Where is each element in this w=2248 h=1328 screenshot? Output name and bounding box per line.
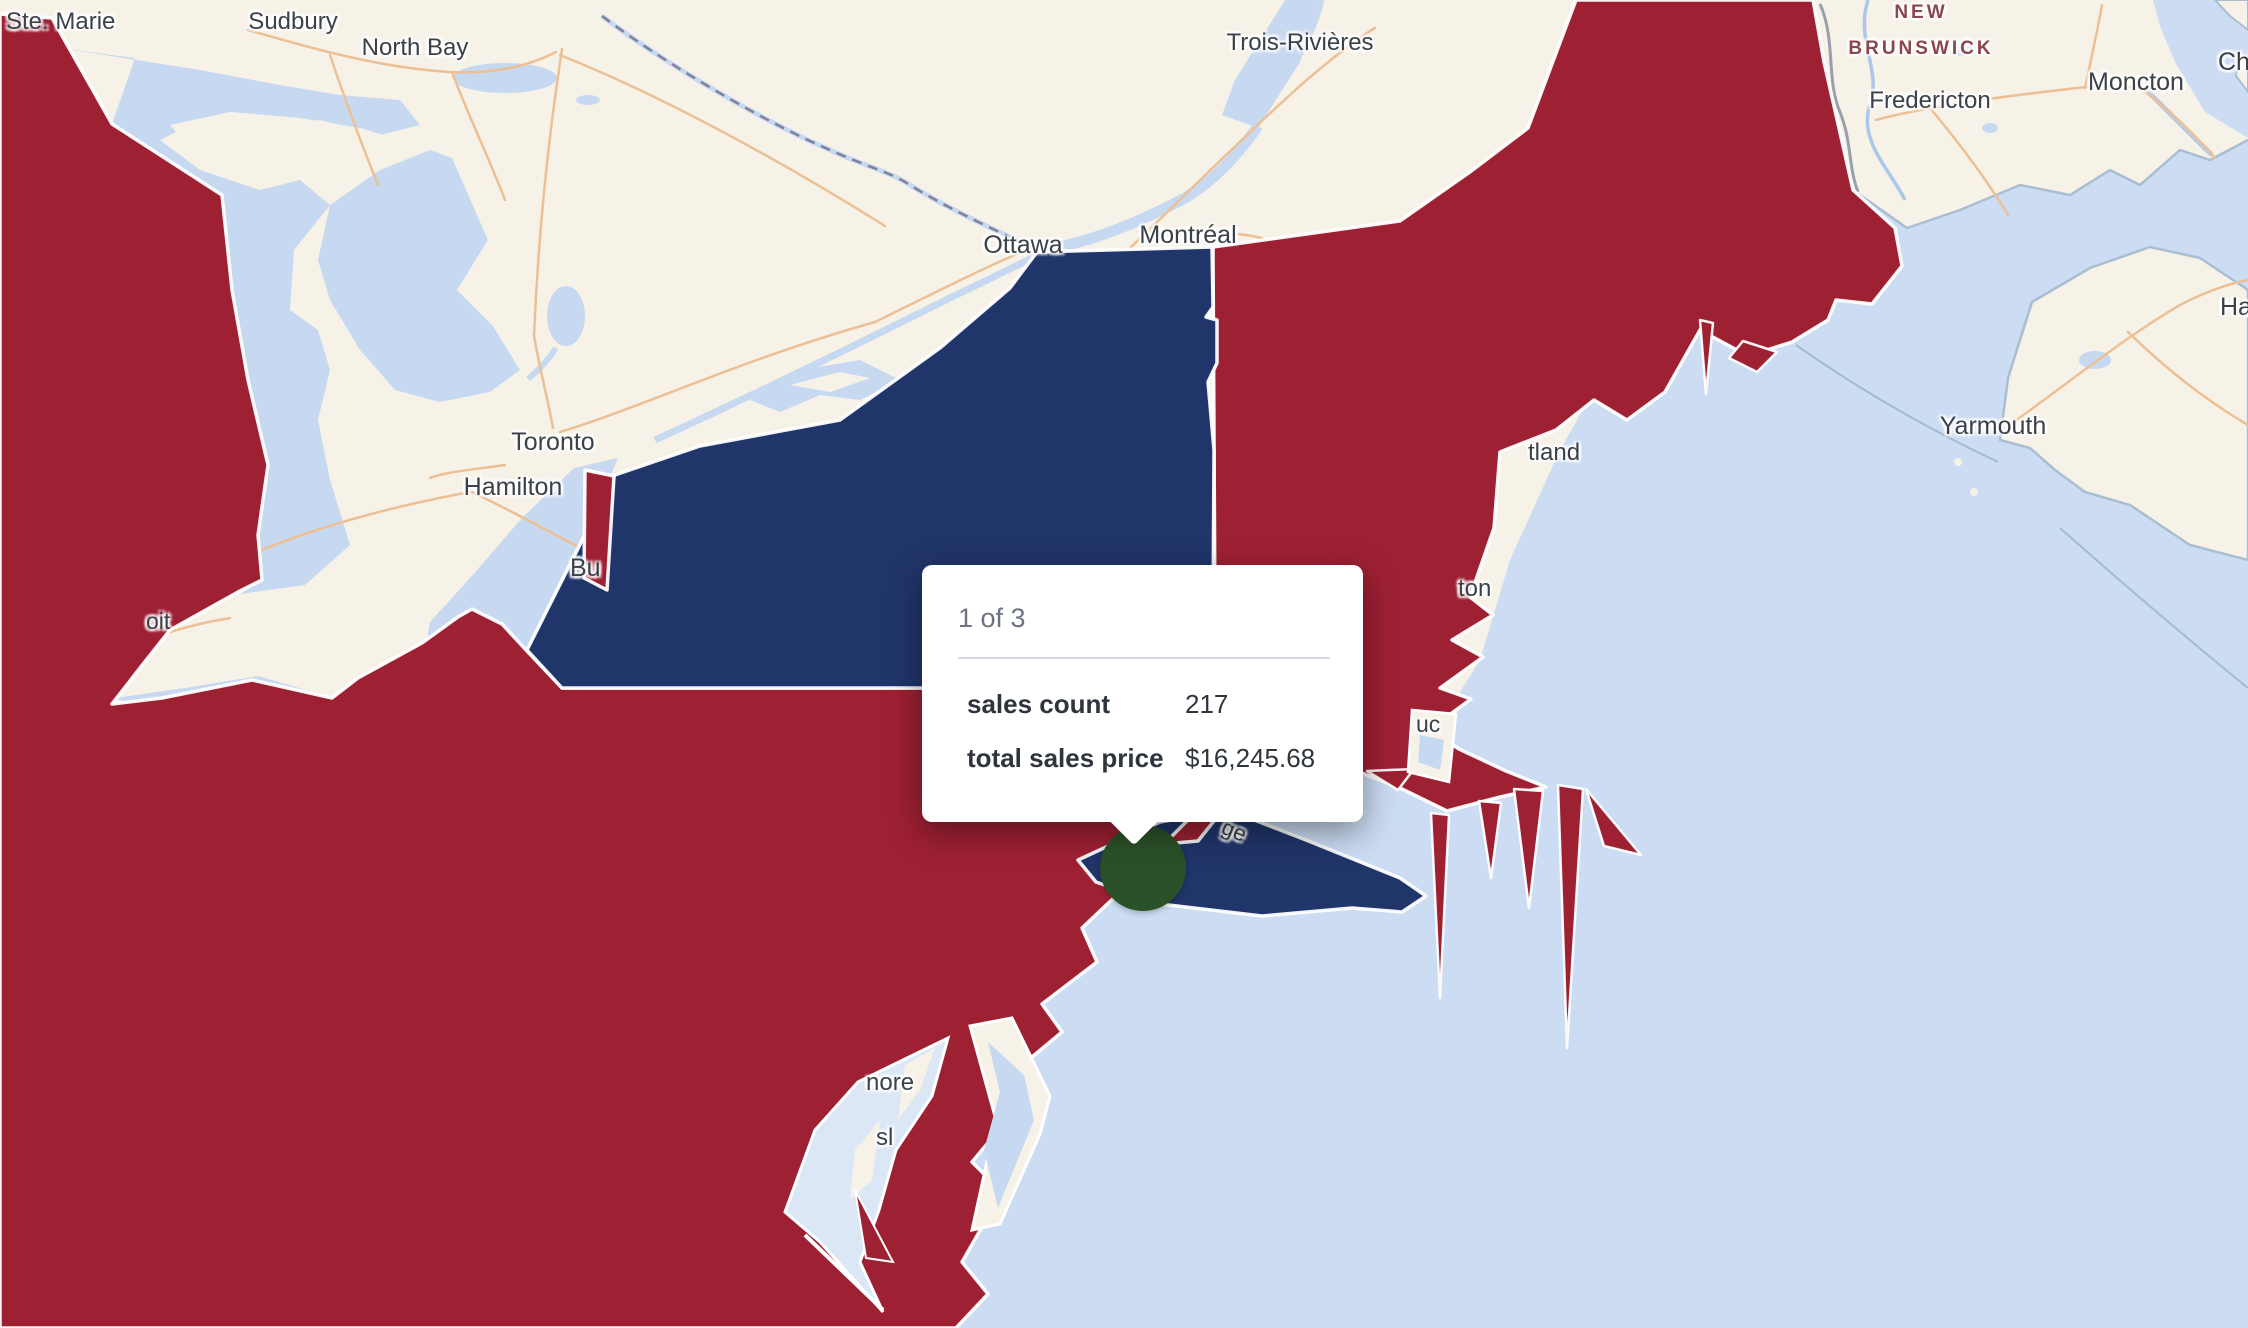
coastal-red-fragments[interactable]: [1365, 318, 1779, 1050]
popup-row-label: sales count: [967, 689, 1111, 719]
map-marker[interactable]: [1100, 825, 1186, 911]
popup-row-value: 217: [1185, 689, 1229, 719]
popup-row-value: $16,245.68: [1185, 743, 1316, 773]
popup-row-total-sales-price: total sales price $16,245.68: [967, 743, 1337, 774]
coastal-gaps: [783, 708, 1458, 1314]
popup-divider: [958, 657, 1330, 659]
popup-row-label: total sales price: [967, 743, 1164, 773]
map-popup[interactable]: 1 of 3 sales count 217 total sales price…: [922, 565, 1363, 846]
popup-pagination: 1 of 3: [958, 603, 1026, 633]
popup-row-sales-count: sales count 217: [967, 689, 1337, 720]
roads: [150, 3, 2248, 640]
state-region-niagara-sliver[interactable]: [582, 468, 616, 592]
